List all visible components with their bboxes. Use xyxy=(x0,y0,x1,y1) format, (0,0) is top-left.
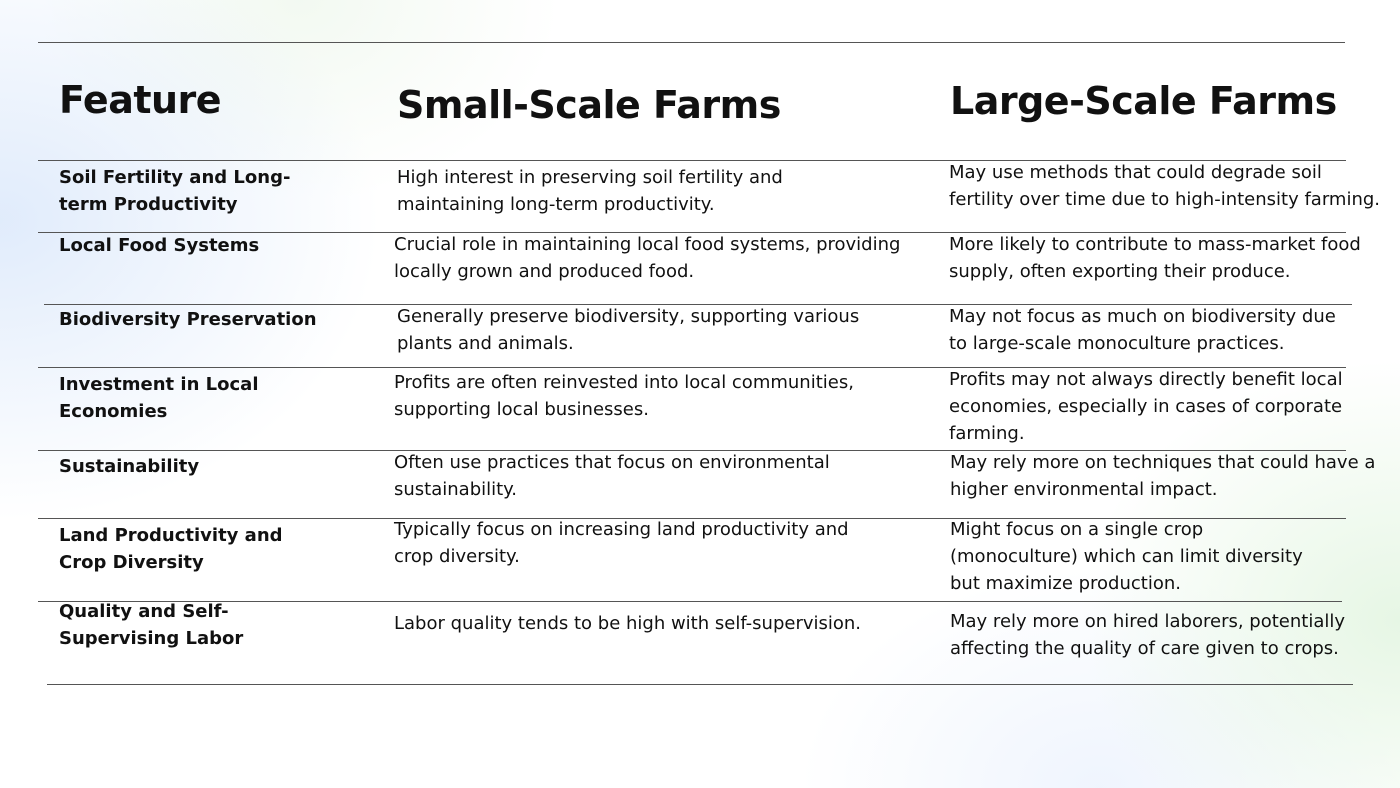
row-feature: Sustainability xyxy=(59,456,200,477)
row-divider xyxy=(38,601,1342,602)
row-feature: Quality and Self-Supervising Labor xyxy=(59,601,244,649)
table-top-rule xyxy=(38,42,1345,43)
row-feature: Land Productivity and Crop Diversity xyxy=(59,525,283,573)
row-feature: Biodiversity Preservation xyxy=(59,309,317,330)
header-small-scale: Small-Scale Farms xyxy=(397,83,781,127)
row-small-scale: Crucial role in maintaining local food s… xyxy=(394,234,901,282)
header-large-scale: Large-Scale Farms xyxy=(950,79,1337,123)
row-divider xyxy=(38,518,1346,519)
row-feature: Soil Fertility and Long-term Productivit… xyxy=(59,167,291,215)
row-divider xyxy=(38,367,1346,368)
row-small-scale: Generally preserve biodiversity, support… xyxy=(397,306,860,354)
row-small-scale: Typically focus on increasing land produ… xyxy=(394,519,849,567)
row-divider xyxy=(38,450,1346,451)
row-small-scale: Often use practices that focus on enviro… xyxy=(394,452,830,500)
header-feature: Feature xyxy=(59,78,222,122)
row-divider xyxy=(44,304,1352,305)
row-large-scale: May rely more on techniques that could h… xyxy=(950,452,1376,500)
row-large-scale: May use methods that could degrade soil … xyxy=(949,162,1381,210)
row-feature: Local Food Systems xyxy=(59,235,260,256)
row-small-scale: High interest in preserving soil fertili… xyxy=(397,167,783,215)
row-large-scale: More likely to contribute to mass-market… xyxy=(949,234,1361,282)
row-divider xyxy=(38,232,1346,233)
row-feature: Investment in Local Economies xyxy=(59,374,259,422)
row-large-scale: Profits may not always directly benefit … xyxy=(949,369,1343,444)
row-small-scale: Profits are often reinvested into local … xyxy=(394,372,854,420)
row-large-scale: May not focus as much on biodiversity du… xyxy=(949,306,1336,354)
header-bottom-rule xyxy=(38,160,1346,161)
row-small-scale: Labor quality tends to be high with self… xyxy=(394,613,862,634)
row-large-scale: May rely more on hired laborers, potenti… xyxy=(950,611,1346,659)
table-bottom-rule xyxy=(47,684,1353,685)
row-large-scale: Might focus on a single crop (monocultur… xyxy=(950,519,1303,594)
